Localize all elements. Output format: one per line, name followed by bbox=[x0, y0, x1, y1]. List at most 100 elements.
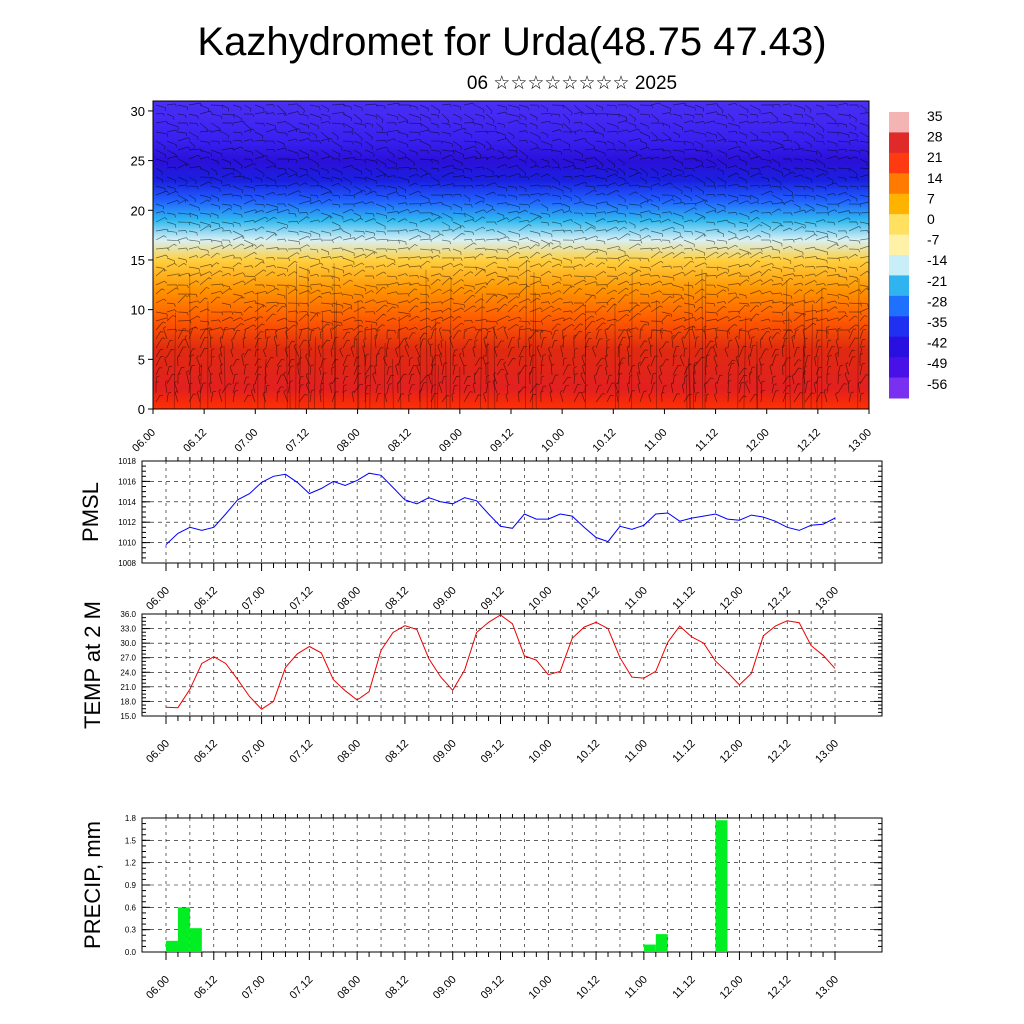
streak-line bbox=[173, 312, 176, 409]
x-tick-label: 12.12 bbox=[765, 974, 793, 1002]
x-tick-label: 12.00 bbox=[718, 738, 746, 766]
heatmap-field bbox=[153, 101, 869, 409]
x-tick-label: 08.00 bbox=[335, 738, 363, 766]
x-tick-label: 09.12 bbox=[479, 585, 507, 613]
streak-line bbox=[313, 336, 316, 409]
streak-line bbox=[618, 345, 621, 409]
colorbar-label: -42 bbox=[927, 335, 947, 351]
colorbar-label: 14 bbox=[927, 170, 943, 186]
colorbar-label: 0 bbox=[927, 211, 935, 227]
heatmap-y-tick-label: 15 bbox=[131, 253, 145, 268]
x-tick-label: 08.12 bbox=[383, 585, 411, 613]
heatmap-x-tick-label: 11.12 bbox=[693, 427, 720, 454]
temp-line bbox=[165, 614, 836, 710]
streak-line bbox=[295, 263, 298, 409]
heatmap-x-tick-label: 10.12 bbox=[590, 427, 618, 455]
heatmap-x-tick-label: 07.00 bbox=[232, 427, 260, 455]
streak-line bbox=[743, 317, 747, 409]
precip-bar bbox=[643, 944, 656, 952]
x-tick-label: 07.00 bbox=[240, 974, 268, 1002]
streak-line bbox=[223, 345, 226, 409]
streak-line bbox=[263, 358, 267, 409]
y-tick-label: 21.0 bbox=[120, 683, 136, 692]
streak-line bbox=[701, 269, 704, 409]
colorbar-swatch bbox=[889, 234, 909, 256]
pmsl-line bbox=[165, 472, 836, 545]
x-tick-label: 06.12 bbox=[192, 974, 220, 1002]
streak-line bbox=[688, 281, 691, 409]
x-tick-label: 13.00 bbox=[813, 738, 841, 766]
wind-barbs bbox=[155, 102, 869, 403]
warm-blobs bbox=[421, 367, 869, 409]
streak-line bbox=[857, 278, 860, 409]
streak-line bbox=[322, 312, 324, 409]
x-tick-label: 09.12 bbox=[479, 974, 507, 1002]
streak-line bbox=[189, 273, 191, 409]
y-tick-label: 33.0 bbox=[120, 625, 136, 634]
colorbar-label: -7 bbox=[927, 232, 940, 248]
streak-line bbox=[383, 342, 386, 409]
x-tick-label: 13.00 bbox=[813, 585, 841, 613]
x-tick-label: 11.12 bbox=[670, 738, 697, 765]
streak-line bbox=[199, 363, 202, 409]
colorbar-label: -28 bbox=[927, 293, 947, 309]
colorbar-swatch bbox=[889, 255, 909, 276]
streak-line bbox=[631, 272, 633, 409]
streak-line bbox=[285, 286, 288, 409]
streak-line bbox=[449, 278, 452, 409]
colorbar-label: -14 bbox=[927, 252, 947, 268]
heatmap-y-tick-label: 20 bbox=[131, 203, 145, 218]
chart-subtitle: 06 ☆☆☆☆☆☆☆☆ 2025 bbox=[466, 73, 678, 94]
x-tick-label: 10.12 bbox=[574, 585, 602, 613]
x-tick-label: 09.12 bbox=[479, 738, 507, 766]
colorbar-label: -49 bbox=[927, 355, 947, 371]
heatmap-x-tick-label: 11.00 bbox=[642, 427, 669, 454]
heatmap-y-tick-label: 10 bbox=[131, 303, 145, 318]
y-tick-label: 0.0 bbox=[125, 948, 137, 957]
streak-line bbox=[369, 324, 372, 409]
heatmap-y-tick-label: 30 bbox=[131, 104, 145, 119]
y-tick-label: 1.8 bbox=[125, 814, 137, 823]
colorbar-swatch bbox=[889, 275, 909, 297]
streak-line bbox=[436, 365, 439, 409]
streak-line bbox=[531, 272, 535, 409]
streak-line bbox=[685, 366, 688, 409]
streak-line bbox=[288, 345, 291, 409]
x-tick-label: 07.12 bbox=[288, 974, 316, 1002]
x-tick-label: 07.12 bbox=[288, 585, 316, 613]
streak-line bbox=[493, 329, 496, 409]
colorbar-label: 21 bbox=[927, 149, 943, 165]
x-tick-label: 09.00 bbox=[431, 585, 459, 613]
x-tick-label: 06.00 bbox=[144, 974, 172, 1002]
heatmap-x-tick-label: 08.00 bbox=[335, 427, 363, 455]
streak-line bbox=[445, 340, 447, 409]
streak-line bbox=[364, 354, 367, 409]
x-tick-label: 12.12 bbox=[765, 585, 793, 613]
x-tick-label: 12.00 bbox=[718, 585, 746, 613]
heatmap-x-tick-label: 06.12 bbox=[181, 427, 209, 455]
streak-line bbox=[298, 348, 302, 409]
heatmap-x-tick-label: 13.00 bbox=[846, 427, 874, 455]
x-tick-label: 07.12 bbox=[288, 738, 316, 766]
heatmap-y-tick-label: 5 bbox=[138, 352, 145, 367]
streak-line bbox=[398, 316, 402, 409]
colorbar-swatch bbox=[889, 377, 909, 399]
colorbar-swatch bbox=[889, 112, 909, 133]
y-tick-label: 0.9 bbox=[125, 881, 137, 890]
y-tick-label: 1008 bbox=[118, 559, 136, 568]
panel-precip bbox=[141, 814, 883, 960]
y-tick-label: 24.0 bbox=[120, 668, 136, 677]
x-tick-label: 07.00 bbox=[240, 585, 268, 613]
streak-line bbox=[333, 263, 336, 409]
y-tick-label: 1.5 bbox=[125, 836, 137, 845]
heatmap-x-tick-label: 12.00 bbox=[744, 427, 772, 455]
heatmap-x-tick-label: 10.00 bbox=[539, 427, 567, 455]
y-tick-label: 0.3 bbox=[125, 926, 137, 935]
x-tick-label: 08.00 bbox=[335, 585, 363, 613]
streak-line bbox=[737, 345, 739, 409]
x-tick-label: 08.12 bbox=[383, 974, 411, 1002]
panel-frame bbox=[141, 460, 883, 564]
y-tick-label: 1016 bbox=[118, 477, 136, 486]
streak-line bbox=[356, 337, 359, 409]
